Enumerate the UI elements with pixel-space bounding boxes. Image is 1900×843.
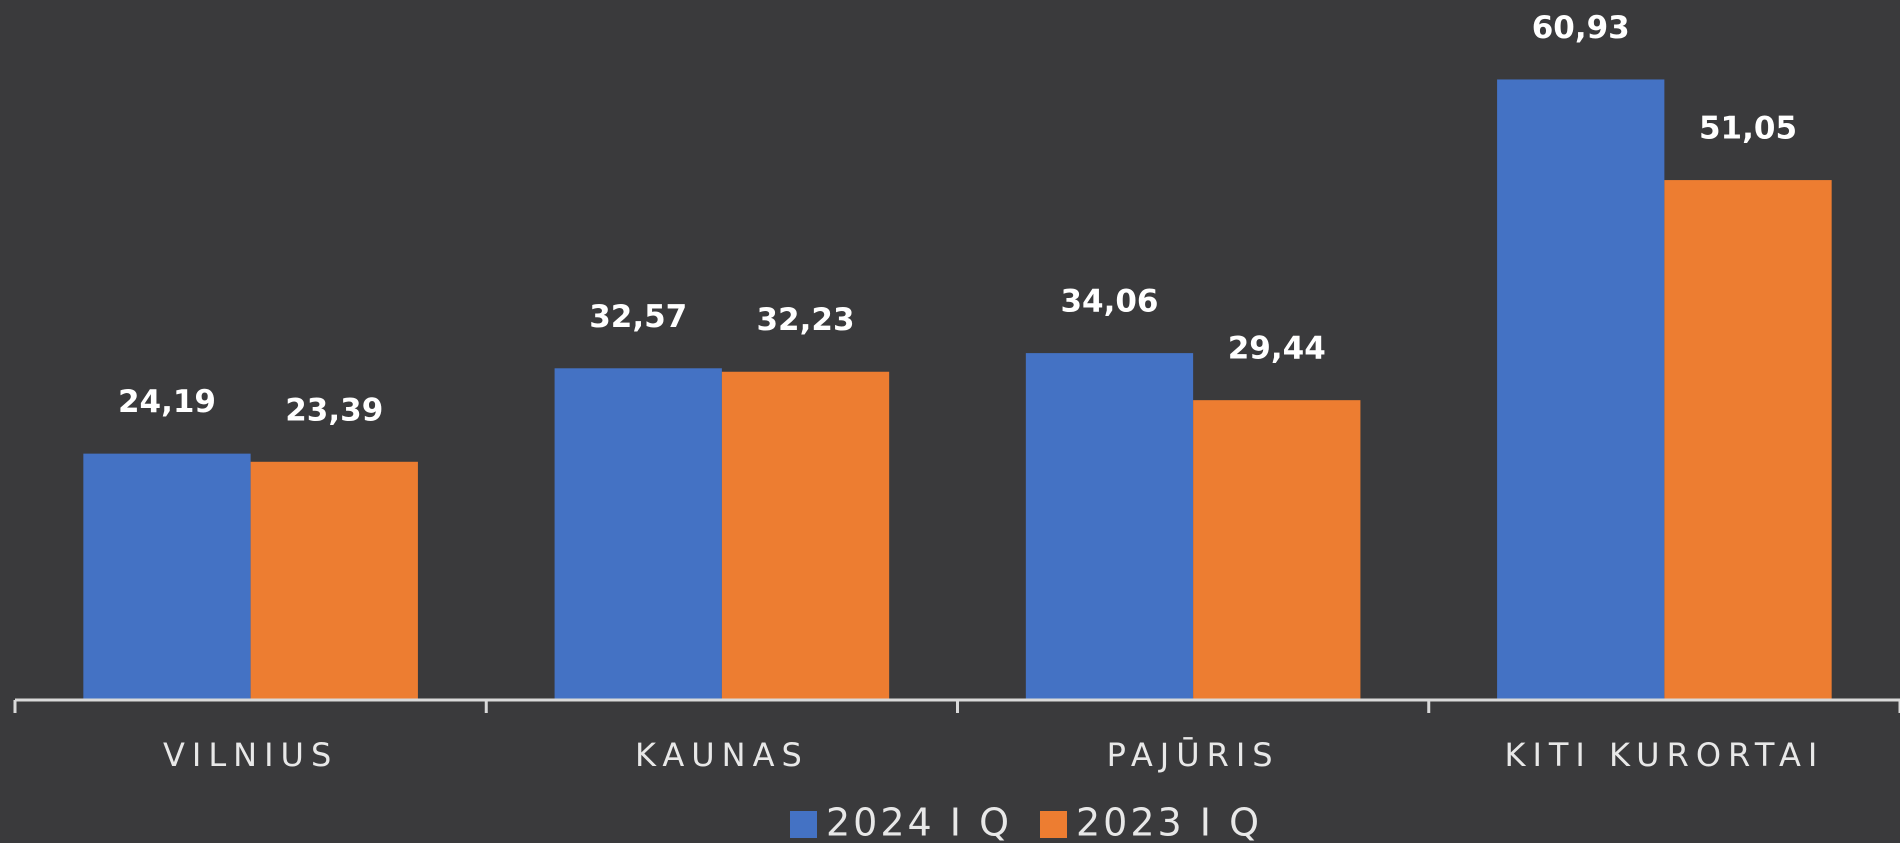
bar: [250, 461, 418, 700]
legend-label: 2024 I Q: [826, 801, 1012, 843]
data-label: 60,93: [1532, 10, 1630, 46]
bar: [83, 453, 251, 700]
x-tick-label: VILNIUS: [163, 736, 338, 774]
data-label: 32,23: [756, 302, 854, 338]
x-tick-label: PAJŪRIS: [1107, 736, 1280, 774]
data-label: 23,39: [285, 392, 383, 428]
bar: [1193, 400, 1361, 700]
bar: [554, 368, 722, 700]
data-label: 34,06: [1060, 284, 1158, 320]
bar: [721, 371, 890, 700]
bar: [1664, 180, 1832, 700]
bar: [1025, 353, 1194, 700]
x-tick-label: KAUNAS: [635, 736, 809, 774]
data-label: 24,19: [118, 384, 216, 420]
data-label: 32,57: [589, 299, 687, 335]
data-label: 29,44: [1228, 331, 1326, 367]
legend-swatch: [1040, 811, 1067, 838]
x-tick-label: KITI KURORTAI: [1504, 736, 1824, 774]
legend-label: 2023 I Q: [1076, 801, 1262, 843]
data-label: 51,05: [1699, 111, 1797, 147]
legend-swatch: [790, 811, 817, 838]
bar: [1497, 79, 1665, 700]
